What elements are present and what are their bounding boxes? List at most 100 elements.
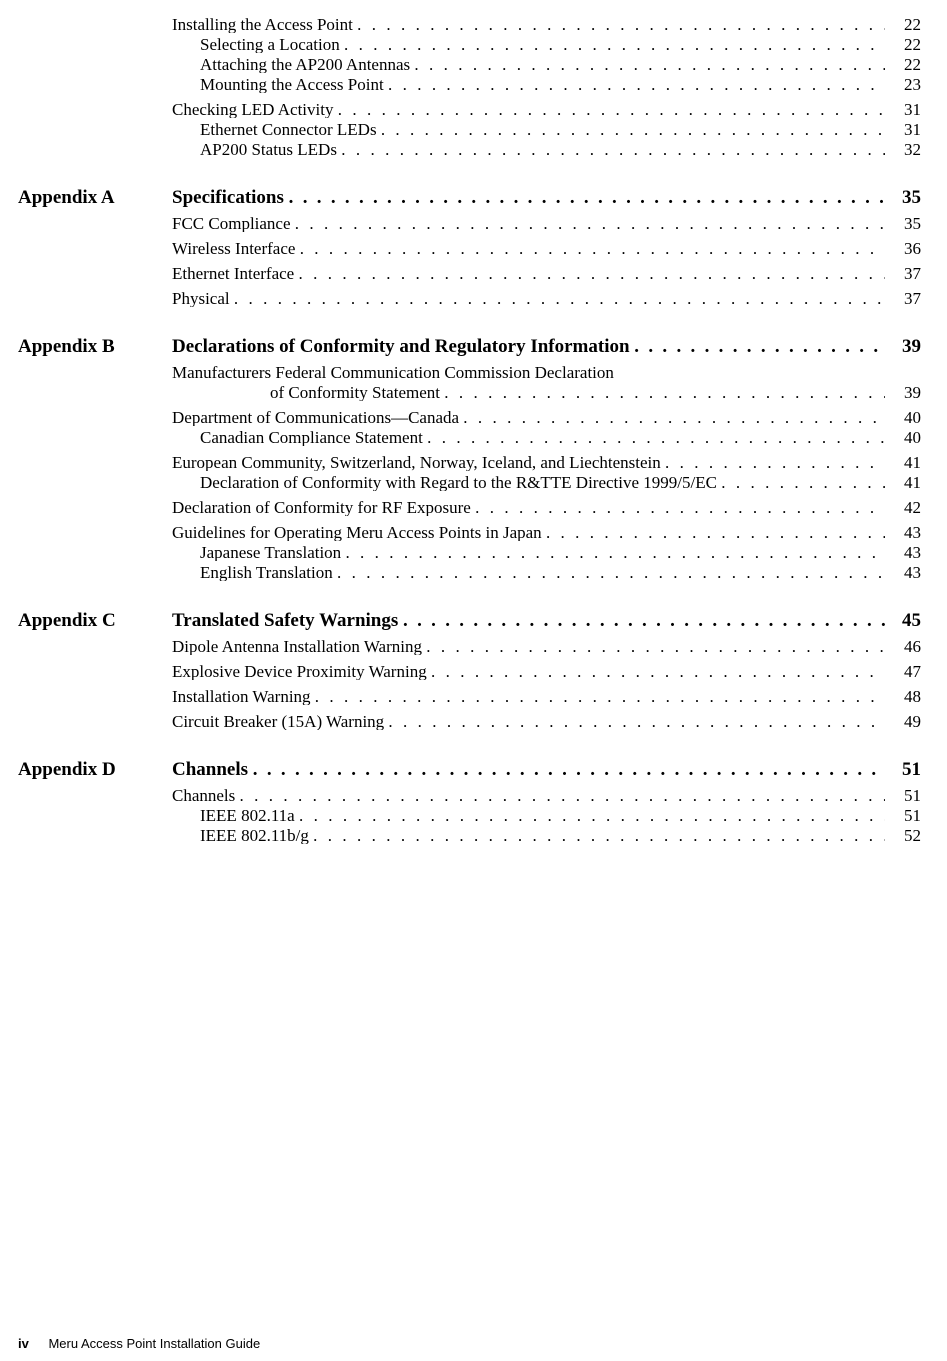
dot-leader [299,807,885,824]
entry-page: 22 [889,36,947,53]
dot-leader [546,524,885,541]
entry-title-area: FCC Compliance [0,215,889,232]
chapter-title-area: Channels [172,760,889,779]
entry-title: Selecting a Location [200,36,344,53]
toc-entry-row: Checking LED Activity 31 [0,101,947,118]
toc-entry-row: Explosive Device Proximity Warning 47 [0,663,947,680]
chapter-label: Appendix B [0,337,172,356]
toc-entry-row: IEEE 802.11b/g 52 [0,827,947,844]
dot-leader [345,544,885,561]
entry-title-area: of Conformity Statement [270,384,889,401]
entry-title: European Community, Switzerland, Norway,… [172,454,665,471]
dot-leader [344,36,885,53]
entry-title: Explosive Device Proximity Warning [172,663,431,680]
dot-leader [234,290,885,307]
toc-entry-row: AP200 Status LEDs 32 [0,141,947,158]
entry-title: Attaching the AP200 Antennas [200,56,414,73]
chapter-title: Channels [172,760,253,779]
dot-leader [295,215,885,232]
chapter-title-area: Specifications [172,188,889,207]
toc-entry-row: IEEE 802.11a 51 [0,807,947,824]
dot-leader [357,16,885,33]
entry-title-area: Wireless Interface [0,240,889,257]
entry-page: 40 [889,429,947,446]
entry-title-area: Ethernet Interface [0,265,889,282]
toc-entry-row: Circuit Breaker (15A) Warning 49 [0,713,947,730]
dot-leader [427,429,885,446]
dot-leader [426,638,885,655]
entry-page: 22 [889,16,947,33]
entry-title: Canadian Compliance Statement [200,429,427,446]
entry-title-area: Circuit Breaker (15A) Warning [0,713,889,730]
entry-title-area: Guidelines for Operating Meru Access Poi… [0,524,889,541]
entry-title-area: European Community, Switzerland, Norway,… [0,454,889,471]
entry-title: Installing the Access Point [172,16,357,33]
dot-leader [341,141,885,158]
toc-chapter-row: Appendix CTranslated Safety Warnings 45 [0,611,947,630]
entry-page: 47 [889,663,947,680]
entry-title-area: Japanese Translation [0,544,889,561]
dot-leader [289,188,885,207]
toc-entry-row: Selecting a Location 22 [0,36,947,53]
entry-title-area: AP200 Status LEDs [0,141,889,158]
entry-page: 51 [889,787,947,804]
entry-title: Declaration of Conformity with Regard to… [200,474,721,491]
toc-entry-row: Wireless Interface 36 [0,240,947,257]
toc-entry-row: Declaration of Conformity with Regard to… [0,474,947,491]
chapter-title: Declarations of Conformity and Regulator… [172,337,634,356]
entry-title-area: Physical [0,290,889,307]
entry-page: 41 [889,454,947,471]
dot-leader [388,713,885,730]
page-footer: iv Meru Access Point Installation Guide [18,1336,260,1351]
toc-entry-row: Japanese Translation 43 [0,544,947,561]
entry-page: 48 [889,688,947,705]
entry-page: 51 [889,807,947,824]
entry-title-area: Declaration of Conformity for RF Exposur… [0,499,889,516]
entry-page: 31 [889,121,947,138]
book-title: Meru Access Point Installation Guide [48,1336,260,1351]
dot-leader [315,688,885,705]
entry-page: 40 [889,409,947,426]
entry-title: Physical [172,290,234,307]
entry-title: Circuit Breaker (15A) Warning [172,713,388,730]
entry-title: Ethernet Interface [172,265,298,282]
chapter-page: 51 [889,760,947,779]
dot-leader [313,827,885,844]
table-of-contents: Installing the Access Point 22Selecting … [0,8,947,844]
entry-title: Mounting the Access Point [200,76,388,93]
toc-entry-row: Installation Warning 48 [0,688,947,705]
entry-page: 52 [889,827,947,844]
entry-page: 23 [889,76,947,93]
entry-page: 36 [889,240,947,257]
entry-page: 31 [889,101,947,118]
entry-title-area: Mounting the Access Point [0,76,889,93]
entry-title-area: Declaration of Conformity with Regard to… [0,474,889,491]
dot-leader [253,760,885,779]
entry-title-area: IEEE 802.11b/g [0,827,889,844]
entry-title-area: Installing the Access Point [0,16,889,33]
toc-entry-row: Guidelines for Operating Meru Access Poi… [0,524,947,541]
chapter-page: 45 [889,611,947,630]
entry-page: 41 [889,474,947,491]
dot-leader [634,337,885,356]
toc-entry-row: Mounting the Access Point 23 [0,76,947,93]
entry-title-area: Attaching the AP200 Antennas [0,56,889,73]
entry-title-area: IEEE 802.11a [0,807,889,824]
entry-page: 46 [889,638,947,655]
chapter-label: Appendix A [0,188,172,207]
entry-title: IEEE 802.11b/g [200,827,313,844]
entry-title: AP200 Status LEDs [200,141,341,158]
entry-title: Wireless Interface [172,240,300,257]
chapter-title: Translated Safety Warnings [172,611,403,630]
dot-leader [721,474,885,491]
entry-title: Department of Communications—Canada [172,409,463,426]
dot-leader [414,56,885,73]
entry-title: Checking LED Activity [172,101,338,118]
entry-title: English Translation [200,564,337,581]
entry-title-area: Dipole Antenna Installation Warning [0,638,889,655]
page-number: iv [18,1336,29,1351]
chapter-title-area: Declarations of Conformity and Regulator… [172,337,889,356]
dot-leader [240,787,885,804]
entry-page: 37 [889,290,947,307]
entry-page: 39 [889,384,947,401]
